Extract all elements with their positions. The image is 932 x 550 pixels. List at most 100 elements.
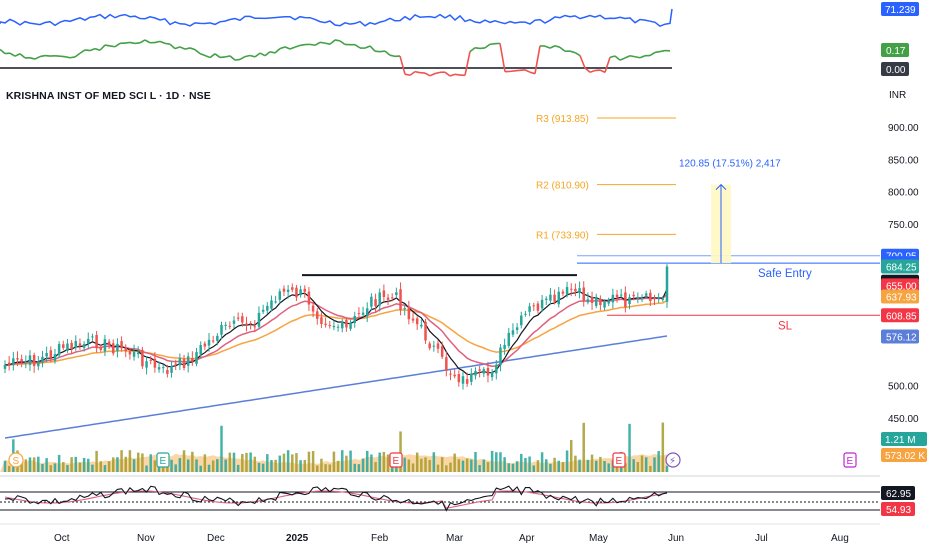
candle <box>295 284 298 302</box>
second-indicator-segment <box>389 54 396 58</box>
candle <box>561 289 565 297</box>
volume-bar <box>32 457 36 472</box>
second-indicator-segment <box>534 45 541 74</box>
candle <box>249 321 252 330</box>
candle-body <box>191 357 194 362</box>
volume-bar <box>649 465 652 472</box>
candle <box>395 287 398 299</box>
volume-bar <box>257 462 261 472</box>
candle-body <box>407 306 411 320</box>
volume-bar <box>599 456 602 472</box>
candle <box>291 283 294 293</box>
candle <box>191 351 194 366</box>
second-indicator-segment <box>364 45 371 49</box>
volume-bar <box>628 423 631 472</box>
candle-body <box>453 374 456 377</box>
candle-body <box>161 367 165 369</box>
candle-body <box>112 343 115 354</box>
candle <box>553 289 556 305</box>
candle <box>224 321 227 331</box>
candle-body <box>299 289 302 296</box>
candle-body <box>228 325 232 327</box>
volume-bar <box>465 458 469 472</box>
candle-body <box>91 336 94 338</box>
volume-bar <box>499 452 502 472</box>
volume-bar <box>470 459 473 472</box>
volume-bar <box>295 453 298 472</box>
price-badge-bg <box>881 329 919 344</box>
candle <box>503 338 506 355</box>
volume-bar <box>91 464 94 472</box>
event-marker-letter: S <box>13 456 20 467</box>
volume-bar <box>216 459 219 472</box>
candle-body <box>24 361 28 364</box>
volume-bar <box>665 465 669 472</box>
candle-body <box>311 305 315 312</box>
candle <box>586 292 590 305</box>
candle <box>644 290 648 299</box>
volume-bar <box>336 460 340 472</box>
volume-bar <box>420 458 423 472</box>
second-indicator-segment <box>114 42 121 48</box>
candle <box>382 284 386 302</box>
candle-body <box>449 373 452 375</box>
candle <box>524 310 527 317</box>
candle-body <box>157 367 161 370</box>
volume-bar <box>228 452 232 472</box>
volume-bar <box>657 451 660 472</box>
price-axis[interactable]: 900.00850.00800.00750.00500.00450.00700.… <box>881 123 919 425</box>
candle-body <box>557 291 560 305</box>
candle <box>99 344 103 353</box>
candle-body <box>565 287 569 295</box>
candle-body <box>399 289 402 311</box>
price-badge-text: 608.85 <box>886 311 917 322</box>
volume-bar <box>82 457 86 472</box>
time-label-7: May <box>589 533 608 544</box>
volume-bar <box>661 422 665 472</box>
candle-body <box>232 320 236 324</box>
volume-bar <box>3 460 7 472</box>
candle-body <box>378 292 381 306</box>
price-panel[interactable]: R3 (913.85) R2 (810.90) R1 (733.90) Safe En… <box>3 114 880 439</box>
second-indicator-segment <box>164 42 171 45</box>
candle <box>457 370 461 387</box>
second-indicator-segment <box>249 54 256 58</box>
candle-body <box>578 288 581 293</box>
candle-body <box>328 325 332 327</box>
candle <box>278 288 282 304</box>
second-indicator-segment <box>464 51 471 76</box>
event-marker-letter: E <box>393 456 400 467</box>
volume-bar <box>74 456 78 472</box>
second-indicator-zero-badge: 0.00 <box>881 62 909 76</box>
second-indicator-segment <box>579 55 586 69</box>
volume-bar <box>249 452 252 472</box>
event-marker-shape <box>389 452 403 468</box>
candle-body <box>511 330 515 335</box>
volume-bar <box>253 456 257 472</box>
candle <box>228 321 232 330</box>
time-axis[interactable]: Oct Nov Dec 2025 Feb Mar Apr May Jun Jul Aug <box>0 523 880 544</box>
candle-body <box>332 325 336 328</box>
second-indicator-segment <box>324 42 331 45</box>
volume-bar <box>20 459 23 472</box>
price-badge-bg <box>881 308 919 323</box>
volume-bar <box>95 450 98 472</box>
volume-bar <box>282 453 286 472</box>
candle-body <box>249 323 252 325</box>
chart-title: KRISHNA INST OF MED SCI L · 1D · NSE <box>6 90 211 102</box>
candle <box>386 293 390 306</box>
second-indicator-segment <box>544 45 551 49</box>
candle-body <box>116 343 119 352</box>
candle-body <box>220 324 223 335</box>
candle <box>103 334 107 357</box>
candle-body <box>174 363 177 365</box>
candle-body <box>3 364 7 369</box>
volume-bar <box>261 463 265 472</box>
pivot-label-1: R3 (913.85) <box>536 114 589 125</box>
second-indicator-segment <box>194 48 201 55</box>
volume-bar <box>474 451 477 472</box>
candle <box>91 333 94 341</box>
candle <box>274 295 277 304</box>
candle <box>390 293 394 302</box>
